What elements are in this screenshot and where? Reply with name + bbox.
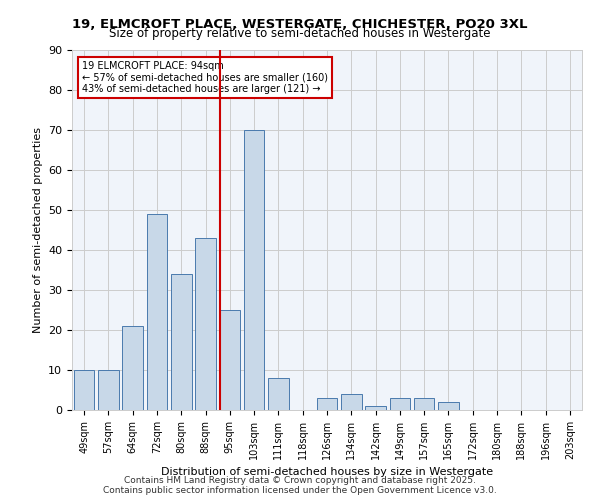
- Text: Contains HM Land Registry data © Crown copyright and database right 2025.
Contai: Contains HM Land Registry data © Crown c…: [103, 476, 497, 495]
- Bar: [414, 398, 434, 410]
- Text: 19 ELMCROFT PLACE: 94sqm
← 57% of semi-detached houses are smaller (160)
43% of : 19 ELMCROFT PLACE: 94sqm ← 57% of semi-d…: [82, 61, 328, 94]
- Bar: [268, 378, 289, 410]
- Y-axis label: Number of semi-detached properties: Number of semi-detached properties: [32, 127, 43, 333]
- Bar: [146, 214, 167, 410]
- Text: Size of property relative to semi-detached houses in Westergate: Size of property relative to semi-detach…: [109, 28, 491, 40]
- Bar: [389, 398, 410, 410]
- Bar: [98, 370, 119, 410]
- Bar: [74, 370, 94, 410]
- Bar: [122, 326, 143, 410]
- Bar: [220, 310, 240, 410]
- Bar: [244, 130, 265, 410]
- Bar: [365, 406, 386, 410]
- Bar: [341, 394, 362, 410]
- Bar: [171, 274, 191, 410]
- Bar: [195, 238, 216, 410]
- X-axis label: Distribution of semi-detached houses by size in Westergate: Distribution of semi-detached houses by …: [161, 468, 493, 477]
- Text: 19, ELMCROFT PLACE, WESTERGATE, CHICHESTER, PO20 3XL: 19, ELMCROFT PLACE, WESTERGATE, CHICHEST…: [72, 18, 528, 30]
- Bar: [317, 398, 337, 410]
- Bar: [438, 402, 459, 410]
